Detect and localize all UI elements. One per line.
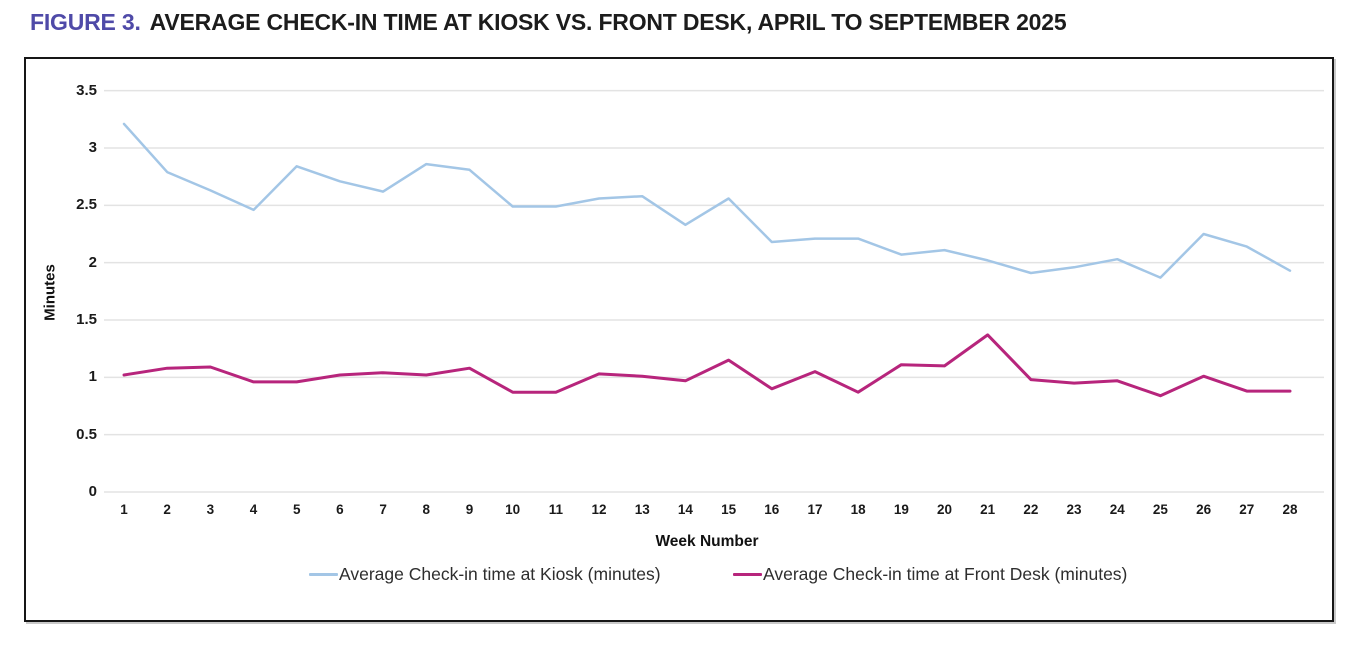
y-axis-title: Minutes (41, 264, 59, 321)
y-tick-label: 1 (88, 368, 97, 386)
x-tick-label: 20 (936, 502, 953, 517)
x-tick-label: 19 (893, 502, 909, 517)
x-tick-label: 9 (465, 502, 474, 517)
x-tick-label: 27 (1239, 502, 1255, 517)
x-tick-label: 14 (677, 502, 693, 517)
y-tick-label: 2.5 (76, 196, 97, 214)
y-tick-label: 2 (88, 253, 97, 271)
x-tick-label: 4 (249, 502, 258, 517)
x-tick-label: 24 (1109, 502, 1125, 517)
x-tick-label: 17 (807, 502, 823, 517)
figure-title-text: AVERAGE CHECK-IN TIME AT KIOSK VS. FRONT… (149, 9, 1067, 35)
x-tick-label: 11 (548, 502, 563, 517)
x-tick-label: 18 (850, 502, 866, 517)
kiosk-line-swatch-icon (309, 572, 338, 576)
y-tick-label: 3 (88, 138, 97, 156)
front-desk-line-swatch-icon (733, 572, 762, 576)
figure-title: FIGURE 3. AVERAGE CHECK-IN TIME AT KIOSK … (30, 9, 1330, 36)
y-tick-label: 0.5 (76, 425, 97, 443)
x-tick-label: 23 (1066, 502, 1082, 517)
x-tick-label: 12 (591, 502, 607, 517)
x-tick-label: 6 (336, 502, 344, 517)
legend-item-kiosk: Average Check-in time at Kiosk (minutes) (309, 562, 661, 586)
x-tick-label: 5 (292, 502, 301, 517)
legend-item-front-desk: Average Check-in time at Front Desk (min… (733, 562, 1127, 586)
x-tick-label: 22 (1023, 502, 1039, 517)
chart-legend: Average Check-in time at Kiosk (minutes)… (26, 562, 1332, 586)
x-tick-label: 7 (379, 502, 387, 517)
x-tick-label: 8 (422, 502, 431, 517)
x-tick-label: 3 (206, 502, 215, 517)
x-tick-label: 10 (505, 502, 521, 517)
x-tick-label: 16 (764, 502, 780, 517)
series-line-front-desk (122, 333, 1292, 398)
series-line-kiosk (122, 122, 1292, 279)
y-tick-label: 3.5 (76, 81, 97, 99)
x-axis-title: Week Number (655, 533, 759, 550)
x-tick-label: 13 (634, 502, 650, 517)
legend-label-kiosk: Average Check-in time at Kiosk (minutes) (339, 563, 661, 584)
x-tick-label: 21 (980, 502, 996, 517)
y-tick-label: 1.5 (76, 310, 97, 328)
legend-label-front-desk: Average Check-in time at Front Desk (min… (763, 563, 1128, 584)
line-chart-canvas (104, 89, 1324, 493)
x-tick-label: 25 (1152, 502, 1168, 517)
x-tick-label: 2 (163, 502, 171, 517)
x-tick-label: 15 (721, 502, 737, 517)
y-tick-label: 0 (88, 483, 97, 500)
x-tick-label: 1 (120, 502, 128, 517)
chart-plot-container: 3.5 3 2.5 2 1.5 1 0.5 0 1 2 3 4 5 6 7 8 9 10 11 12 13 14 15 16… (26, 59, 1332, 620)
chart-frame: 3.5 3 2.5 2 1.5 1 0.5 0 1 2 3 4 5 6 7 8 9 10 11 12 13 14 15 16… (24, 57, 1334, 622)
x-tick-label: 28 (1282, 502, 1298, 517)
x-tick-label: 26 (1196, 502, 1212, 517)
figure-label: FIGURE 3. (30, 9, 141, 35)
